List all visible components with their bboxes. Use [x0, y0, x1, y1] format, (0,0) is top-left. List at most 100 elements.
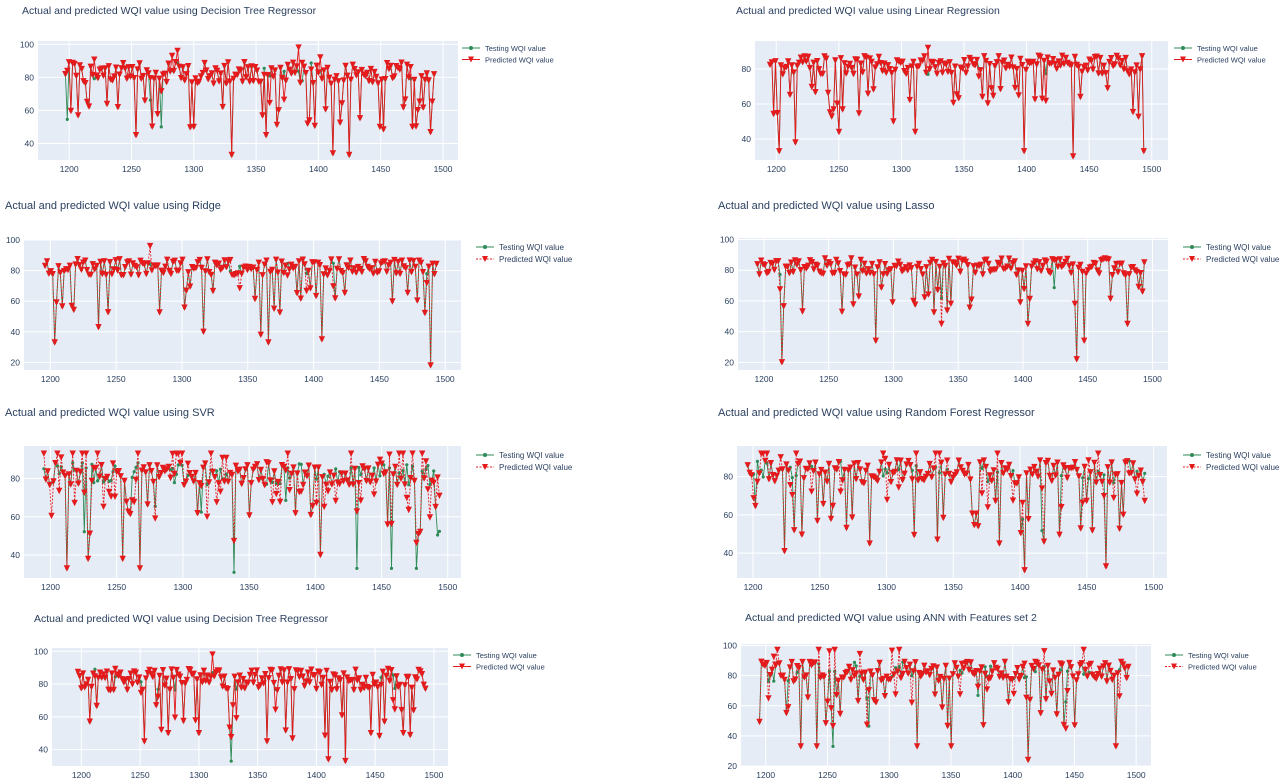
point-predicted	[315, 464, 322, 471]
point-predicted	[387, 259, 394, 266]
point-predicted	[294, 470, 301, 477]
legend-label-predicted: Predicted WQI value	[1188, 663, 1257, 672]
point-predicted	[772, 58, 779, 65]
point-predicted	[417, 528, 424, 536]
point-predicted	[868, 58, 875, 66]
point-predicted	[1122, 54, 1129, 62]
point-predicted	[203, 513, 211, 520]
point-predicted	[284, 679, 291, 686]
point-predicted	[1007, 265, 1015, 272]
point-predicted	[199, 69, 206, 77]
point-predicted	[839, 477, 846, 484]
point-predicted	[1052, 472, 1059, 479]
point-predicted	[265, 460, 272, 467]
point-predicted	[1034, 266, 1041, 273]
point-predicted	[125, 258, 133, 265]
point-predicted	[1102, 70, 1109, 77]
point-predicted	[165, 463, 172, 471]
point-predicted	[268, 65, 275, 72]
point-predicted	[255, 477, 263, 484]
point-predicted	[1075, 671, 1082, 678]
point-predicted	[368, 265, 375, 272]
point-predicted	[322, 106, 329, 113]
point-predicted	[788, 259, 795, 266]
point-predicted	[872, 699, 880, 706]
point-predicted	[932, 258, 940, 266]
point-predicted	[273, 490, 280, 498]
point-predicted	[183, 71, 190, 78]
point-predicted	[846, 261, 853, 268]
legend-label-predicted: Predicted WQI value	[1197, 56, 1266, 65]
x-tick-label: 1200	[41, 374, 60, 384]
x-tick-label: 1350	[949, 374, 968, 384]
point-testing	[92, 77, 96, 81]
point-predicted	[201, 59, 208, 67]
point-predicted	[120, 60, 127, 67]
point-predicted	[263, 738, 271, 745]
point-predicted	[192, 75, 199, 82]
point-predicted	[121, 477, 128, 485]
point-predicted	[777, 62, 785, 69]
point-predicted	[105, 488, 113, 496]
point-predicted	[309, 502, 316, 510]
point-predicted	[46, 481, 53, 489]
point-testing	[96, 479, 100, 483]
point-predicted	[1111, 61, 1118, 68]
point-predicted	[1077, 525, 1084, 532]
point-predicted	[342, 470, 349, 477]
point-predicted	[955, 255, 962, 262]
point-predicted	[1047, 270, 1054, 277]
point-testing	[284, 498, 288, 502]
point-testing	[852, 660, 857, 664]
point-predicted	[228, 151, 235, 159]
point-predicted	[1055, 58, 1062, 65]
point-predicted	[326, 678, 334, 686]
point-predicted	[821, 255, 829, 262]
point-predicted	[396, 681, 404, 689]
point-testing	[772, 679, 776, 683]
point-predicted	[925, 291, 932, 298]
point-predicted	[1031, 463, 1038, 471]
point-predicted	[300, 63, 308, 70]
point-predicted	[307, 285, 314, 292]
point-predicted	[399, 450, 407, 457]
y-tick-label: 100	[20, 39, 34, 49]
point-predicted	[139, 686, 146, 694]
point-predicted	[865, 687, 872, 694]
point-predicted	[309, 80, 317, 87]
point-predicted	[224, 59, 232, 66]
point-predicted	[1110, 672, 1118, 679]
point-predicted	[209, 468, 216, 476]
point-predicted	[895, 484, 902, 491]
point-predicted	[381, 258, 388, 265]
point-predicted	[117, 473, 124, 480]
point-predicted	[188, 473, 195, 481]
point-predicted	[803, 58, 810, 65]
point-predicted	[1059, 661, 1066, 668]
point-predicted	[125, 676, 133, 683]
point-predicted	[183, 287, 190, 294]
point-predicted	[268, 667, 276, 674]
point-predicted	[744, 462, 751, 469]
point-predicted	[1129, 264, 1137, 271]
point-predicted	[253, 667, 260, 674]
point-predicted	[351, 465, 359, 473]
point-predicted	[756, 718, 763, 726]
point-predicted	[1015, 92, 1022, 99]
point-predicted	[767, 460, 775, 467]
point-predicted	[1015, 474, 1022, 481]
point-predicted	[124, 686, 131, 694]
point-predicted	[880, 450, 887, 457]
point-predicted	[94, 450, 101, 457]
point-predicted	[917, 266, 925, 273]
point-predicted	[1062, 725, 1069, 732]
x-tick-label: 1350	[955, 164, 974, 174]
point-predicted	[154, 462, 161, 469]
point-predicted	[966, 304, 973, 311]
point-predicted	[950, 99, 957, 107]
point-predicted	[210, 80, 217, 87]
point-predicted	[953, 91, 961, 98]
point-predicted	[830, 106, 837, 113]
point-predicted	[795, 664, 803, 672]
point-predicted	[396, 66, 403, 73]
